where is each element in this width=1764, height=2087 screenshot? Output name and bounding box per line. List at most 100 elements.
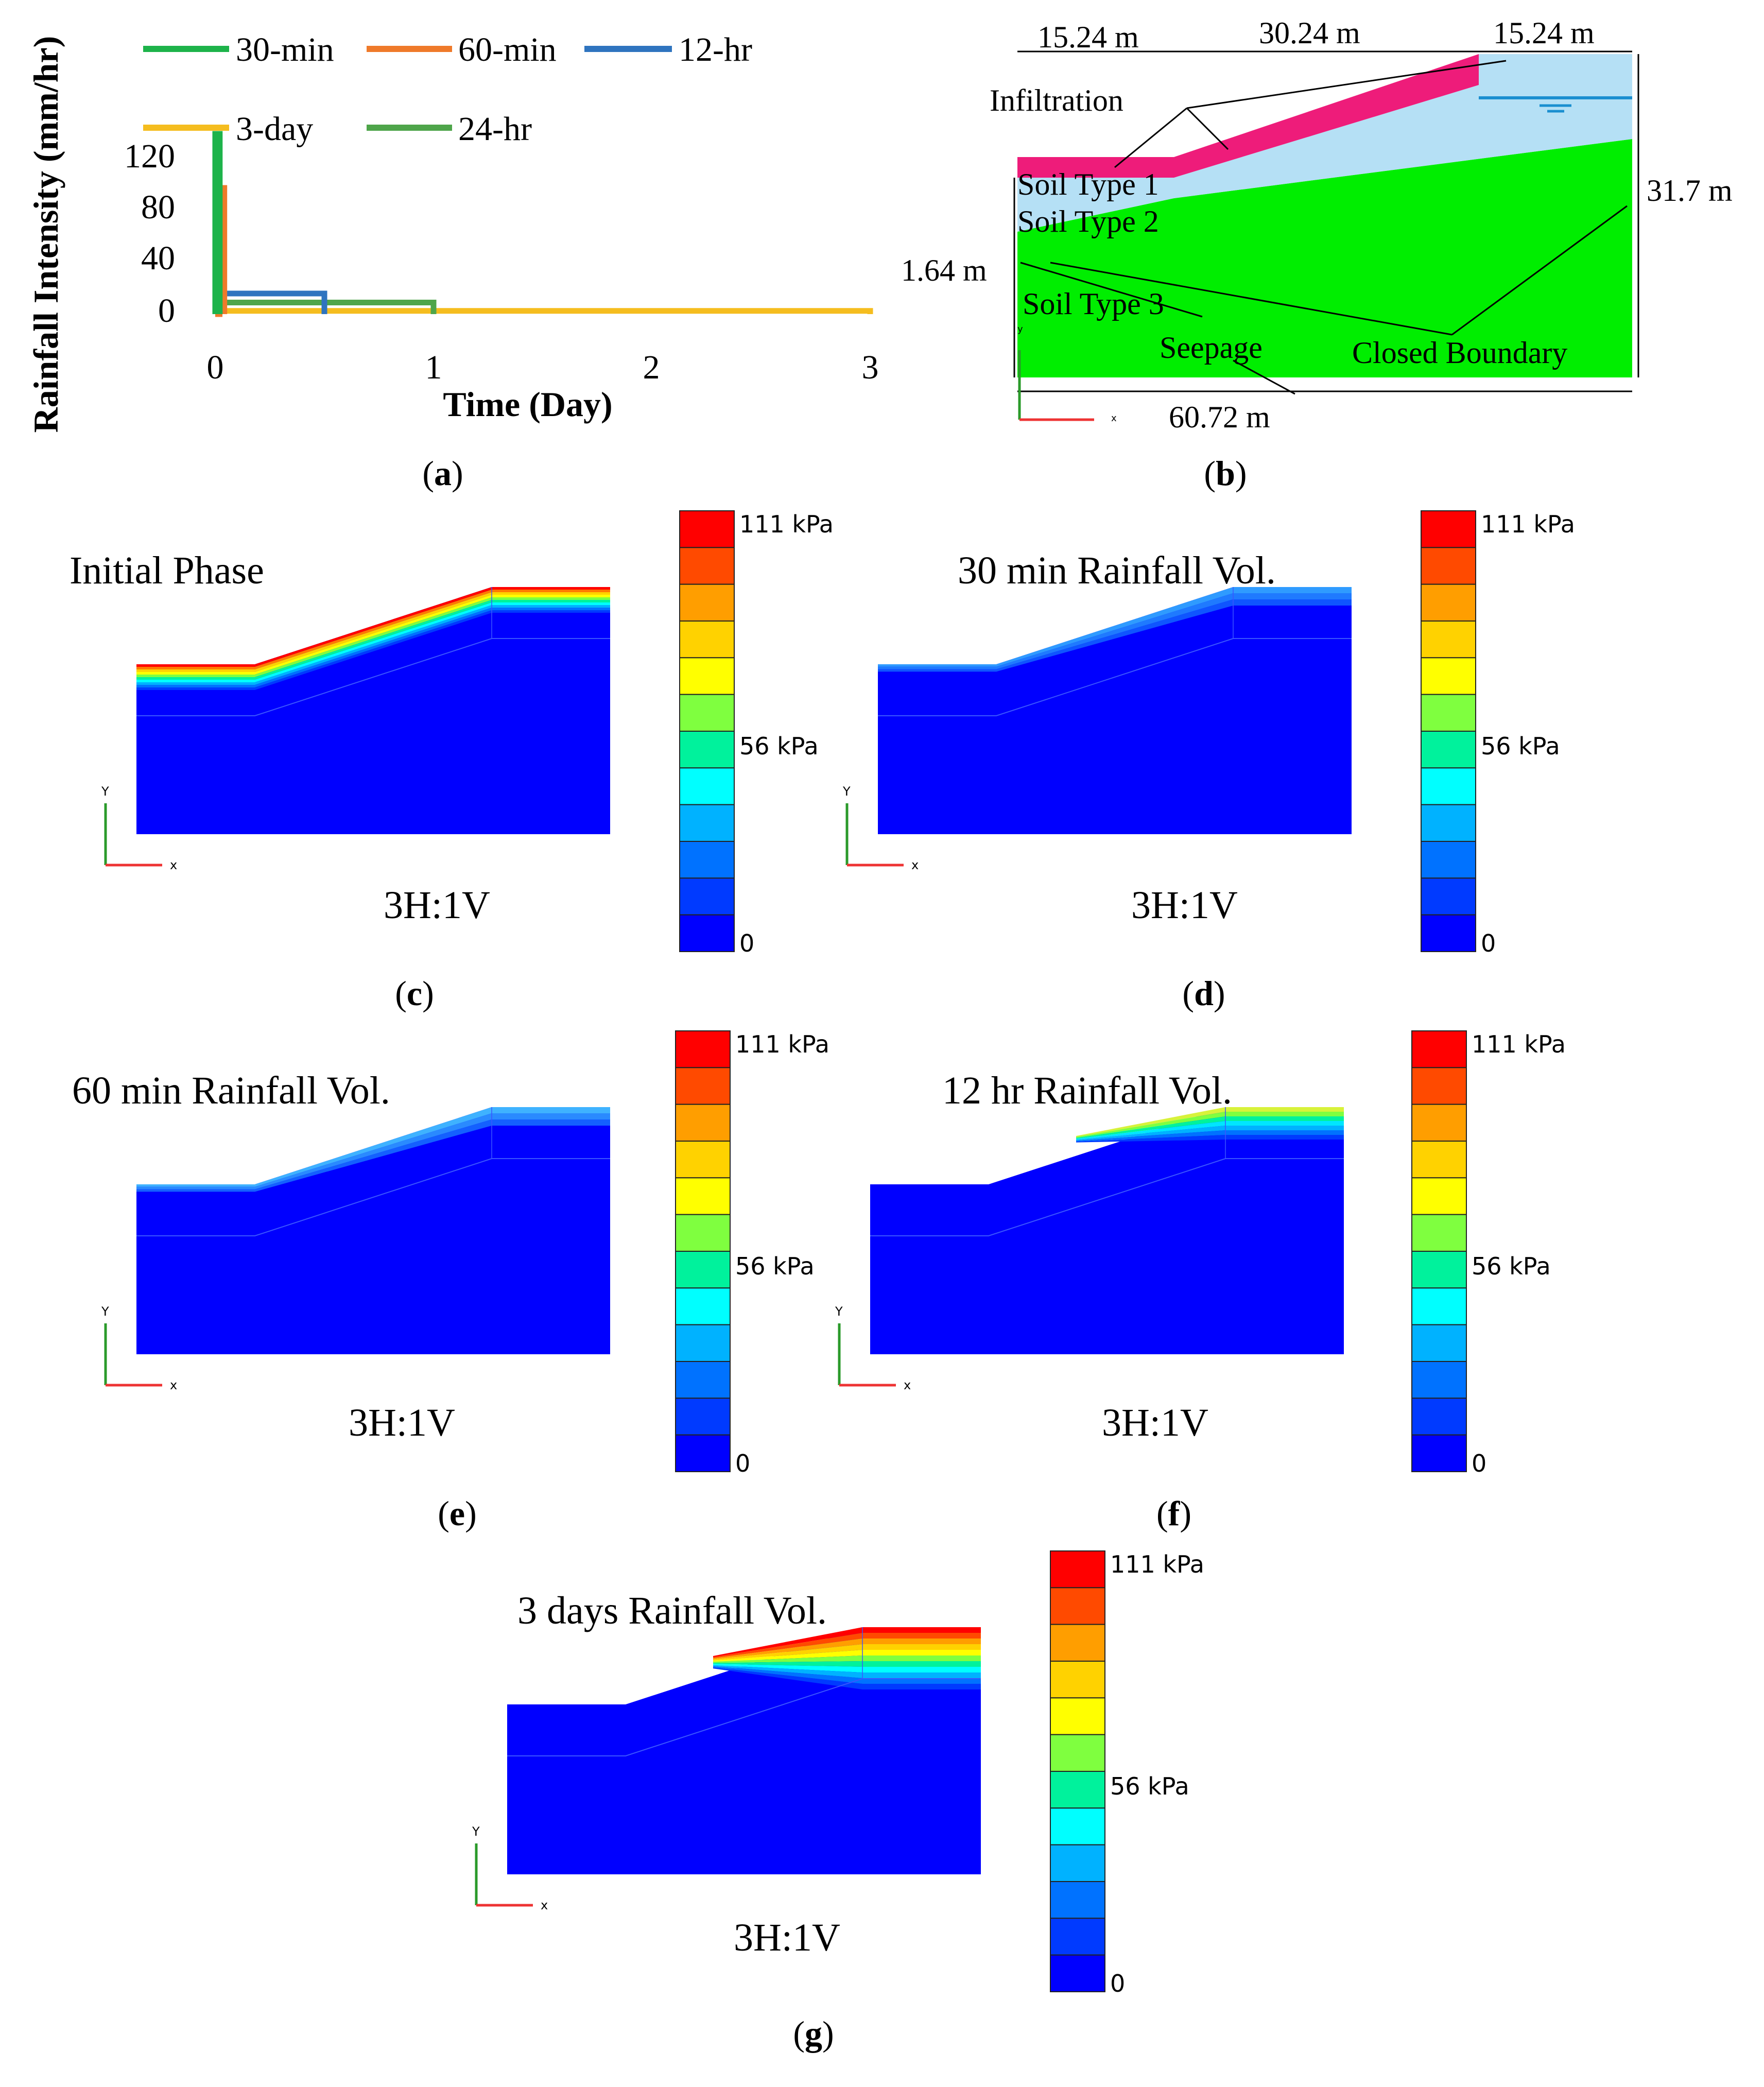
contour-band xyxy=(136,605,610,685)
legend-color-band xyxy=(1421,877,1476,916)
axis-y-label: Y xyxy=(472,1824,480,1839)
soil-type-2-region xyxy=(1017,54,1632,232)
legend-color-band xyxy=(1050,1844,1105,1883)
contour-band xyxy=(713,1627,981,1658)
dim-right-top: 15.24 m xyxy=(1493,16,1595,50)
legend-mid-label: 56 kPa xyxy=(735,1252,815,1280)
legend-color-band xyxy=(1421,694,1476,732)
color-scale-legend: 111 kPa 56 kPa 0 xyxy=(1050,1550,1204,1997)
contour-band xyxy=(136,1119,610,1192)
caption-e: (e) xyxy=(438,1494,477,1533)
label-soil-type-2: Soil Type 2 xyxy=(1017,204,1159,238)
panel-title: 30 min Rainfall Vol. xyxy=(958,549,1276,592)
legend-min-label: 0 xyxy=(1472,1450,1486,1477)
slope-contour-plot: Yx xyxy=(835,1107,1344,1392)
dim-left-top: 15.24 m xyxy=(1037,20,1139,54)
legend-color-band xyxy=(679,841,735,879)
legend-max-label: 111 kPa xyxy=(1481,510,1575,538)
axis-y-label: y xyxy=(1017,324,1023,335)
soil-type-1-region xyxy=(1017,54,1479,178)
contour-band xyxy=(136,1107,610,1187)
legend-color-band xyxy=(1421,547,1476,585)
axis-x-label: x xyxy=(1111,413,1117,424)
legend-color-band xyxy=(1421,841,1476,879)
legend-max-label: 111 kPa xyxy=(735,1030,829,1058)
legend-color-band xyxy=(1411,1361,1467,1399)
slope-body xyxy=(870,1107,1344,1354)
panel-a-rainfall-chart: 30-min 60-min 12-hr 3-day 24-hr Rainfall… xyxy=(0,0,886,493)
legend-color-band xyxy=(1050,1734,1105,1772)
legend-color-band xyxy=(675,1251,731,1289)
caption-c: (c) xyxy=(395,974,434,1013)
legend-color-band xyxy=(679,510,735,548)
legend-color-band xyxy=(679,583,735,622)
legend-max-label: 111 kPa xyxy=(1110,1550,1204,1578)
y-tick-label: 120 xyxy=(124,137,175,175)
slope-contour-plot: Yx xyxy=(842,587,1352,872)
slope-body xyxy=(878,587,1352,834)
y-tick-label: 0 xyxy=(158,292,175,330)
contour-band xyxy=(713,1666,981,1684)
contour-band xyxy=(1076,1112,1344,1138)
legend-color-band xyxy=(1421,731,1476,769)
contour-band xyxy=(713,1644,981,1661)
legend-color-band xyxy=(675,1398,731,1436)
slope-body xyxy=(136,1107,610,1354)
legend-color-band xyxy=(1050,1807,1105,1845)
caption-d: (d) xyxy=(1182,974,1225,1013)
slope-geometry-diagram: y x 15.24 m 30.24 m 15.24 m 31.7 m 21.64… xyxy=(886,16,1733,434)
label-seepage: Seepage xyxy=(1160,331,1263,365)
legend-color-band xyxy=(1421,510,1476,548)
slope-ratio-label: 3H:1V xyxy=(349,1401,455,1444)
label-infiltration: Infiltration xyxy=(990,83,1123,117)
contour-band xyxy=(713,1664,981,1672)
layer-boundary xyxy=(136,1158,610,1236)
legend-color-band xyxy=(1421,620,1476,659)
legend-color-band xyxy=(675,1324,731,1362)
legend-mid-label: 56 kPa xyxy=(1110,1772,1189,1800)
slope-ratio-label: 3H:1V xyxy=(384,884,490,927)
legend-mid-label: 56 kPa xyxy=(739,732,819,760)
axis-x-label: x xyxy=(170,1378,177,1392)
layer-boundary xyxy=(136,638,610,716)
legend-label-30-min: 30-min xyxy=(236,31,334,68)
axis-y-label: Y xyxy=(842,784,851,799)
legend-color-band xyxy=(675,1361,731,1399)
legend-color-band xyxy=(679,914,735,953)
layer-boundary xyxy=(870,1158,1344,1236)
y-tick-label: 40 xyxy=(141,239,175,277)
x-tick-label: 2 xyxy=(643,349,660,386)
contour-band xyxy=(1076,1107,1344,1137)
contour-band xyxy=(713,1638,981,1660)
legend-color-band xyxy=(1050,1881,1105,1919)
x-ticks: 0 1 2 3 xyxy=(207,349,879,386)
legend-color-band xyxy=(679,804,735,842)
dim-mid-top: 30.24 m xyxy=(1259,16,1360,50)
y-tick-label: 80 xyxy=(141,188,175,226)
legend-color-band xyxy=(675,1177,731,1215)
legend-color-band xyxy=(1411,1287,1467,1325)
legend-color-band xyxy=(1411,1177,1467,1215)
axis-y-label: Y xyxy=(101,784,109,799)
x-tick-label: 1 xyxy=(425,349,442,386)
label-soil-type-1: Soil Type 1 xyxy=(1017,167,1159,201)
axis-x-label: x xyxy=(541,1898,548,1912)
legend-color-band xyxy=(1421,914,1476,953)
panel-title: 60 min Rainfall Vol. xyxy=(72,1069,390,1112)
contour-band xyxy=(713,1667,981,1689)
legend-color-band xyxy=(1411,1030,1467,1068)
slope-contour-plot: Yx xyxy=(101,1107,610,1392)
soil-type-3-region xyxy=(1017,139,1632,377)
legend-color-band xyxy=(1411,1251,1467,1289)
dimension-lines xyxy=(1013,50,1639,395)
rainfall-intensity-chart: 30-min 60-min 12-hr 3-day 24-hr Rainfall… xyxy=(26,31,879,433)
legend-color-band xyxy=(1411,1434,1467,1473)
slope-contour-plot: Yx xyxy=(472,1627,981,1912)
contour-band xyxy=(1076,1135,1344,1143)
axis-x-label: x xyxy=(904,1378,911,1392)
slope-ratio-label: 3H:1V xyxy=(734,1916,840,1959)
layer-boundary xyxy=(507,1678,981,1756)
legend-color-band xyxy=(1421,657,1476,695)
legend-color-band xyxy=(1421,804,1476,842)
legend-min-label: 0 xyxy=(735,1450,750,1477)
